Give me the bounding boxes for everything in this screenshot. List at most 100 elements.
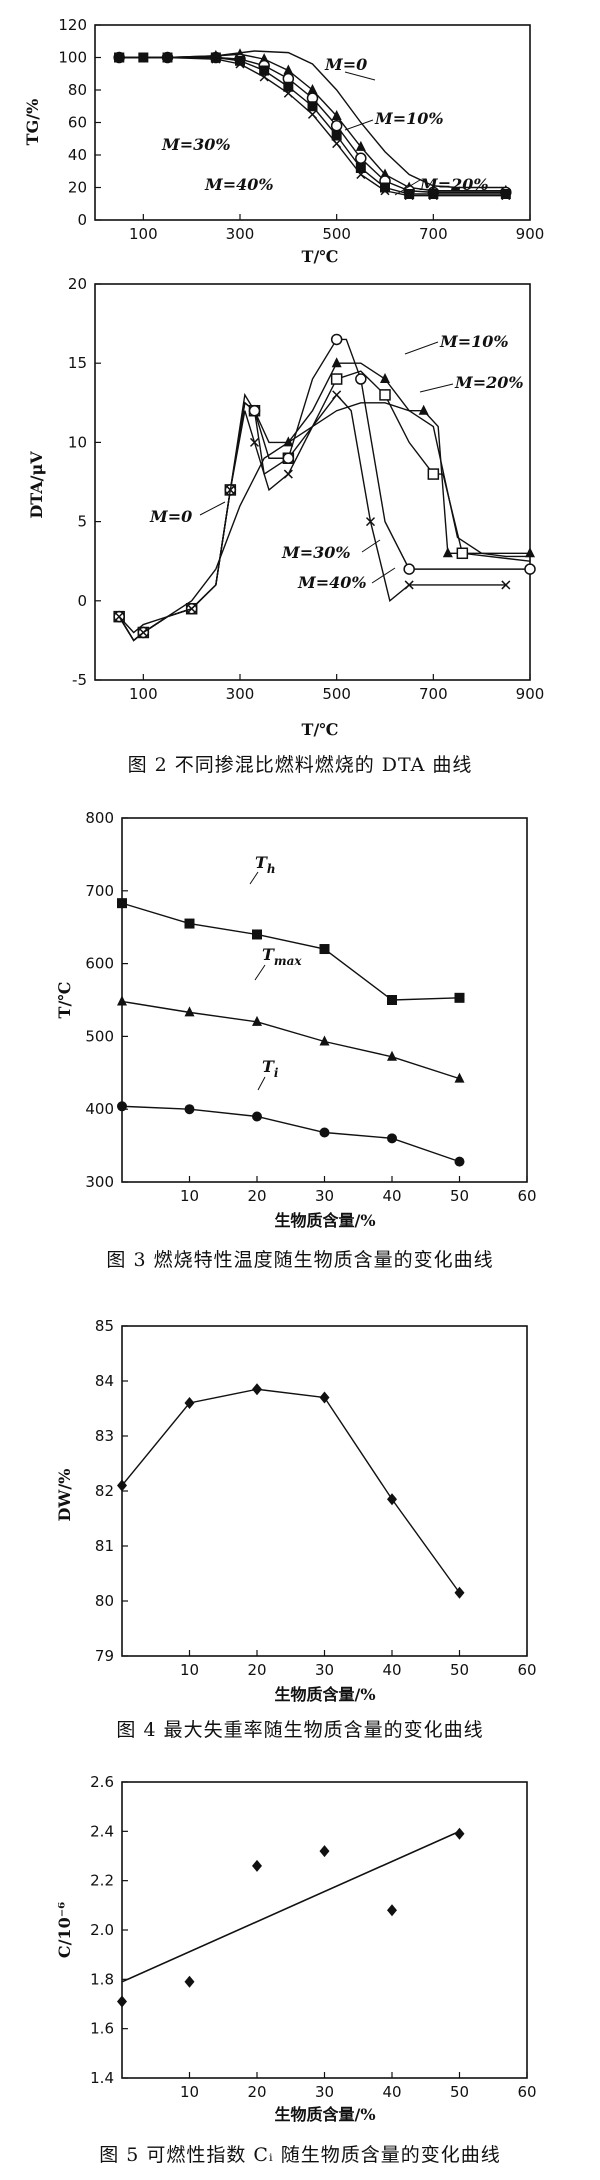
tg-chart-svg: 100 300 500 700 900 0 20 40 60 80 100 120 TG/% T/℃ M=0… [23, 16, 544, 266]
caption-figure-2: 图 2 不同掺混比燃料燃烧的 DTA 曲线 [127, 754, 473, 776]
dta-series-point [404, 580, 414, 590]
caption-figure-4: 图 4 最大失重率随生物质含量的变化曲线 [116, 1719, 484, 1741]
f3-series-point [454, 1072, 465, 1083]
f4-series-point [454, 1586, 465, 1599]
f3-x-tick-label: 10 [180, 1187, 199, 1205]
dta-x-axis-label: T/℃ [302, 720, 339, 739]
f4-y-tick-label: 81 [95, 1537, 114, 1555]
dta-annotation: M=10% [439, 332, 509, 351]
tg-x-tick-label: 100 [129, 225, 158, 243]
f3-series-point [184, 1006, 195, 1017]
f3-series-line [121, 902, 460, 1001]
tg-annotation: M=30% [161, 135, 231, 154]
f3-series-point [387, 1133, 397, 1144]
f3-series-point [184, 1104, 195, 1115]
dta-series-point-stroke-b [283, 469, 293, 479]
figure5-chart: 10 20 30 40 50 60 1.4 1.6 1.8 2.0 2.2 2.4 2.6 C/10⁻⁶ 生… [0, 1760, 600, 2130]
f4-x-tick-label: 20 [247, 1661, 266, 1679]
dta-y-tick-label: 0 [77, 592, 87, 610]
tg-y-tick-label: 100 [58, 49, 87, 67]
tg-series-point [307, 84, 318, 94]
tg-annotation: M=10% [374, 109, 444, 128]
dta-annotation: M=40% [297, 573, 367, 592]
f5-plot-frame [121, 1781, 528, 2079]
dta-series-point [380, 373, 390, 384]
f5-fit-line [121, 1830, 460, 1983]
tg-series-point [501, 191, 511, 201]
f5-y-tick-label: 2.6 [90, 1773, 114, 1791]
f5-y-axis-label: C/10⁻⁶ [55, 1902, 74, 1958]
f3-y-axis-label: T/℃ [55, 982, 74, 1019]
f3-series-point [387, 995, 397, 1005]
tg-annotation-leader [394, 179, 421, 196]
tg-series-point [138, 52, 149, 63]
dta-x-tick-label: 700 [419, 685, 448, 703]
tg-annotation: M=20% [419, 175, 489, 194]
tg-series-point [428, 189, 439, 199]
figure4-chart-svg: 10 20 30 40 50 60 79 80 81 82 83 84 85 DW/% 生物质含量/% [55, 1317, 537, 1704]
f5-x-tick-label: 20 [247, 2083, 266, 2101]
f3-y-tick-label: 300 [85, 1173, 114, 1191]
tg-series-point [355, 163, 366, 173]
tg-series-point [355, 152, 367, 164]
tg-annotation: M=40% [204, 175, 274, 194]
dta-annotation-leader [404, 341, 439, 355]
tg-x-axis-label: T/℃ [302, 247, 339, 266]
tg-series-point [355, 140, 366, 151]
caption-figure-3: 图 3 燃烧特性温度随生物质含量的变化曲线 [106, 1249, 494, 1271]
tg-series-point-stroke-b [283, 88, 293, 98]
f3-y-tick-label: 700 [85, 882, 114, 900]
f3-x-tick-label: 40 [382, 1187, 401, 1205]
f3-series-point [117, 995, 127, 1006]
tg-series-point [380, 186, 390, 196]
tg-series-point [331, 130, 342, 141]
f4-x-axis-label: 生物质含量/% [274, 1685, 375, 1704]
f4-y-tick-label: 84 [95, 1372, 114, 1390]
tg-series-point [404, 191, 414, 201]
f3-x-tick-label: 30 [315, 1187, 334, 1205]
f3-y-tick-label: 800 [85, 809, 114, 827]
dta-series-point [282, 452, 295, 464]
f3-plot-frame [121, 817, 528, 1183]
figure5-chart-svg: 10 20 30 40 50 60 1.4 1.6 1.8 2.0 2.2 2.4 2.6 C/10⁻⁶ 生… [55, 1773, 537, 2124]
f5-x-tick-label: 40 [382, 2083, 401, 2101]
f4-y-tick-label: 82 [95, 1482, 114, 1500]
f3-x-tick-label: 50 [450, 1187, 469, 1205]
f4-x-tick-label: 40 [382, 1661, 401, 1679]
tg-series-point [259, 72, 269, 82]
tg-series-point [114, 52, 125, 63]
f3-series-label-sub: i [274, 1066, 279, 1080]
f5-y-tick-label: 2.0 [90, 1921, 114, 1939]
dta-series-point-stroke-b [114, 612, 124, 622]
f3-series-point [454, 1156, 465, 1167]
dta-annotation-leader [199, 501, 226, 516]
tg-chart: 100 300 500 700 900 0 20 40 60 80 100 120 TG/% T/℃ M=0… [0, 0, 600, 270]
tg-annotation: M=0 [324, 55, 367, 74]
dta-series-line [118, 362, 530, 642]
f4-series-point [117, 1479, 127, 1492]
dta-series-point [501, 580, 511, 590]
dta-series-point [427, 468, 440, 480]
dta-series-point [418, 404, 429, 415]
f3-x-tick-label: 20 [247, 1187, 266, 1205]
dta-chart: 100 300 500 700 900 -5 0 5 10 15 20 DTA/μV T/℃ M=10% M… [0, 270, 600, 750]
f4-series-point [252, 1383, 262, 1396]
f5-y-tick-label: 1.6 [90, 2020, 114, 2038]
dta-series-point-stroke-b [501, 580, 511, 590]
dta-y-tick-label: 5 [77, 513, 87, 531]
dta-series-point [524, 563, 536, 575]
f3-x-axis-label: 生物质含量/% [274, 1211, 375, 1230]
f4-x-tick-label: 30 [315, 1661, 334, 1679]
f5-series-point [319, 1845, 330, 1858]
tg-series-point [404, 189, 415, 199]
dta-series-point [355, 373, 367, 385]
tg-series-point [210, 52, 221, 63]
tg-y-tick-label: 120 [58, 16, 87, 34]
f3-series-point [319, 1127, 330, 1138]
f5-series-point [387, 1904, 397, 1917]
dta-series-point [331, 357, 342, 368]
tg-series-point [330, 120, 343, 132]
f3-series-label-main: T [262, 945, 275, 964]
tg-series-point [428, 191, 438, 201]
f5-series-point [252, 1859, 262, 1872]
